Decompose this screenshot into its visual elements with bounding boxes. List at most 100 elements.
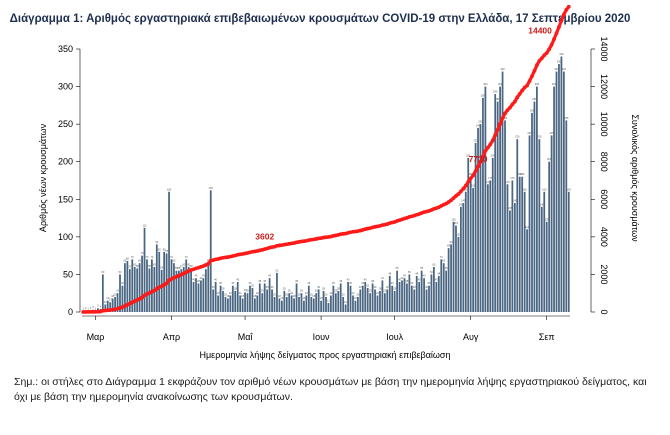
bar-data-label: 35 — [332, 281, 335, 285]
bar-data-label: 55 — [420, 266, 423, 270]
cumulative-point — [468, 176, 473, 181]
bar-data-label: 30 — [359, 285, 362, 289]
x-tick-label: Αυγ — [463, 332, 479, 342]
bar-data-label: 265 — [530, 108, 535, 112]
bar — [288, 293, 291, 312]
bar-data-label: 135 — [508, 206, 513, 210]
bar-data-label: 160 — [167, 187, 172, 191]
bar — [347, 281, 349, 312]
bar — [204, 269, 207, 312]
bar-data-label: 160 — [464, 187, 469, 191]
bar — [177, 270, 180, 312]
bar — [128, 269, 131, 312]
bar — [423, 278, 425, 312]
bar — [364, 281, 367, 312]
bar — [435, 281, 438, 312]
bar-data-label: 55 — [396, 266, 399, 270]
bar — [408, 274, 411, 312]
bar — [322, 290, 325, 312]
cumulative-point — [542, 53, 547, 58]
bar-data-label: 40 — [236, 277, 239, 281]
bar-data-label: 235 — [527, 131, 532, 135]
bar-data-label: 18 — [278, 294, 281, 298]
bar-data-label: 90 — [450, 240, 453, 244]
bar-data-label: 205 — [466, 153, 471, 157]
bar — [207, 263, 210, 312]
bar — [452, 221, 455, 312]
y-tick-label: 350 — [58, 44, 73, 54]
bar — [180, 269, 183, 312]
bar-data-label: 180 — [520, 172, 525, 176]
cumulative-point — [461, 186, 466, 191]
bar-data-label: 28 — [234, 286, 237, 290]
bar-data-label: 22 — [329, 291, 332, 295]
bar-data-label: 45 — [202, 274, 205, 278]
bar-data-label: 175 — [510, 176, 515, 180]
bar — [285, 296, 288, 312]
bar — [219, 285, 222, 312]
bar — [538, 139, 541, 312]
bar-data-label: 32 — [366, 283, 369, 287]
bar — [209, 190, 212, 312]
bar-data-label: 50 — [101, 270, 104, 274]
bar — [383, 293, 386, 312]
bar — [536, 86, 538, 312]
bar — [268, 278, 271, 312]
bar-data-label: 280 — [495, 97, 500, 101]
bar-data-label: 25 — [288, 289, 291, 293]
y2-tick-label: 2000 — [599, 264, 609, 284]
bar — [320, 300, 322, 312]
bar-data-label: 35 — [349, 281, 352, 285]
bar — [280, 300, 283, 312]
bar — [224, 296, 227, 312]
bar-data-label: 340 — [559, 52, 564, 56]
bar — [391, 285, 394, 312]
x-tick-label: Ιουν — [313, 332, 330, 342]
bar — [462, 203, 465, 312]
bar — [175, 270, 178, 312]
bar — [121, 285, 124, 312]
bar-data-label: 80 — [163, 247, 166, 251]
bar — [276, 272, 278, 312]
bar — [342, 296, 345, 312]
bar-data-label: 28 — [322, 286, 325, 290]
bar — [136, 268, 139, 312]
bar — [523, 191, 526, 312]
bar-data-label: 30 — [212, 285, 215, 289]
bar-data-label: 180 — [469, 172, 474, 176]
bar — [425, 289, 428, 312]
bar-data-label: 145 — [513, 199, 518, 203]
bar — [415, 275, 418, 312]
bar — [406, 283, 408, 312]
bar — [553, 86, 555, 312]
cumulative-point — [483, 148, 488, 153]
x-axis-label: Ημερομηνία λήψης δείγματος προς εργαστηρ… — [200, 350, 451, 360]
bar — [464, 191, 467, 312]
bar — [339, 283, 342, 312]
bar — [236, 281, 239, 312]
bar-data-label: 52 — [276, 268, 279, 272]
bar — [317, 289, 320, 312]
bar-data-label: 20 — [310, 292, 313, 296]
bar-data-label: 70 — [185, 255, 188, 259]
bar-data-label: 45 — [423, 274, 426, 278]
bar-data-label: 40 — [364, 277, 367, 281]
bar-data-label: 160 — [567, 187, 572, 191]
bar-data-label: 30 — [425, 285, 428, 289]
bar-data-label: 145 — [461, 199, 466, 203]
bar — [555, 71, 558, 313]
bar — [185, 259, 188, 312]
bar — [376, 295, 379, 312]
bar — [344, 304, 347, 312]
bar — [560, 56, 563, 313]
bar-data-label: 48 — [437, 271, 440, 275]
bar — [506, 184, 509, 312]
cumulative-point — [471, 173, 476, 178]
bar — [190, 268, 193, 312]
bar — [187, 266, 190, 312]
bar — [374, 289, 376, 312]
bar — [295, 283, 298, 312]
cumulative-point — [488, 142, 493, 147]
bar-data-label: 140 — [459, 202, 464, 206]
bar — [513, 203, 516, 312]
